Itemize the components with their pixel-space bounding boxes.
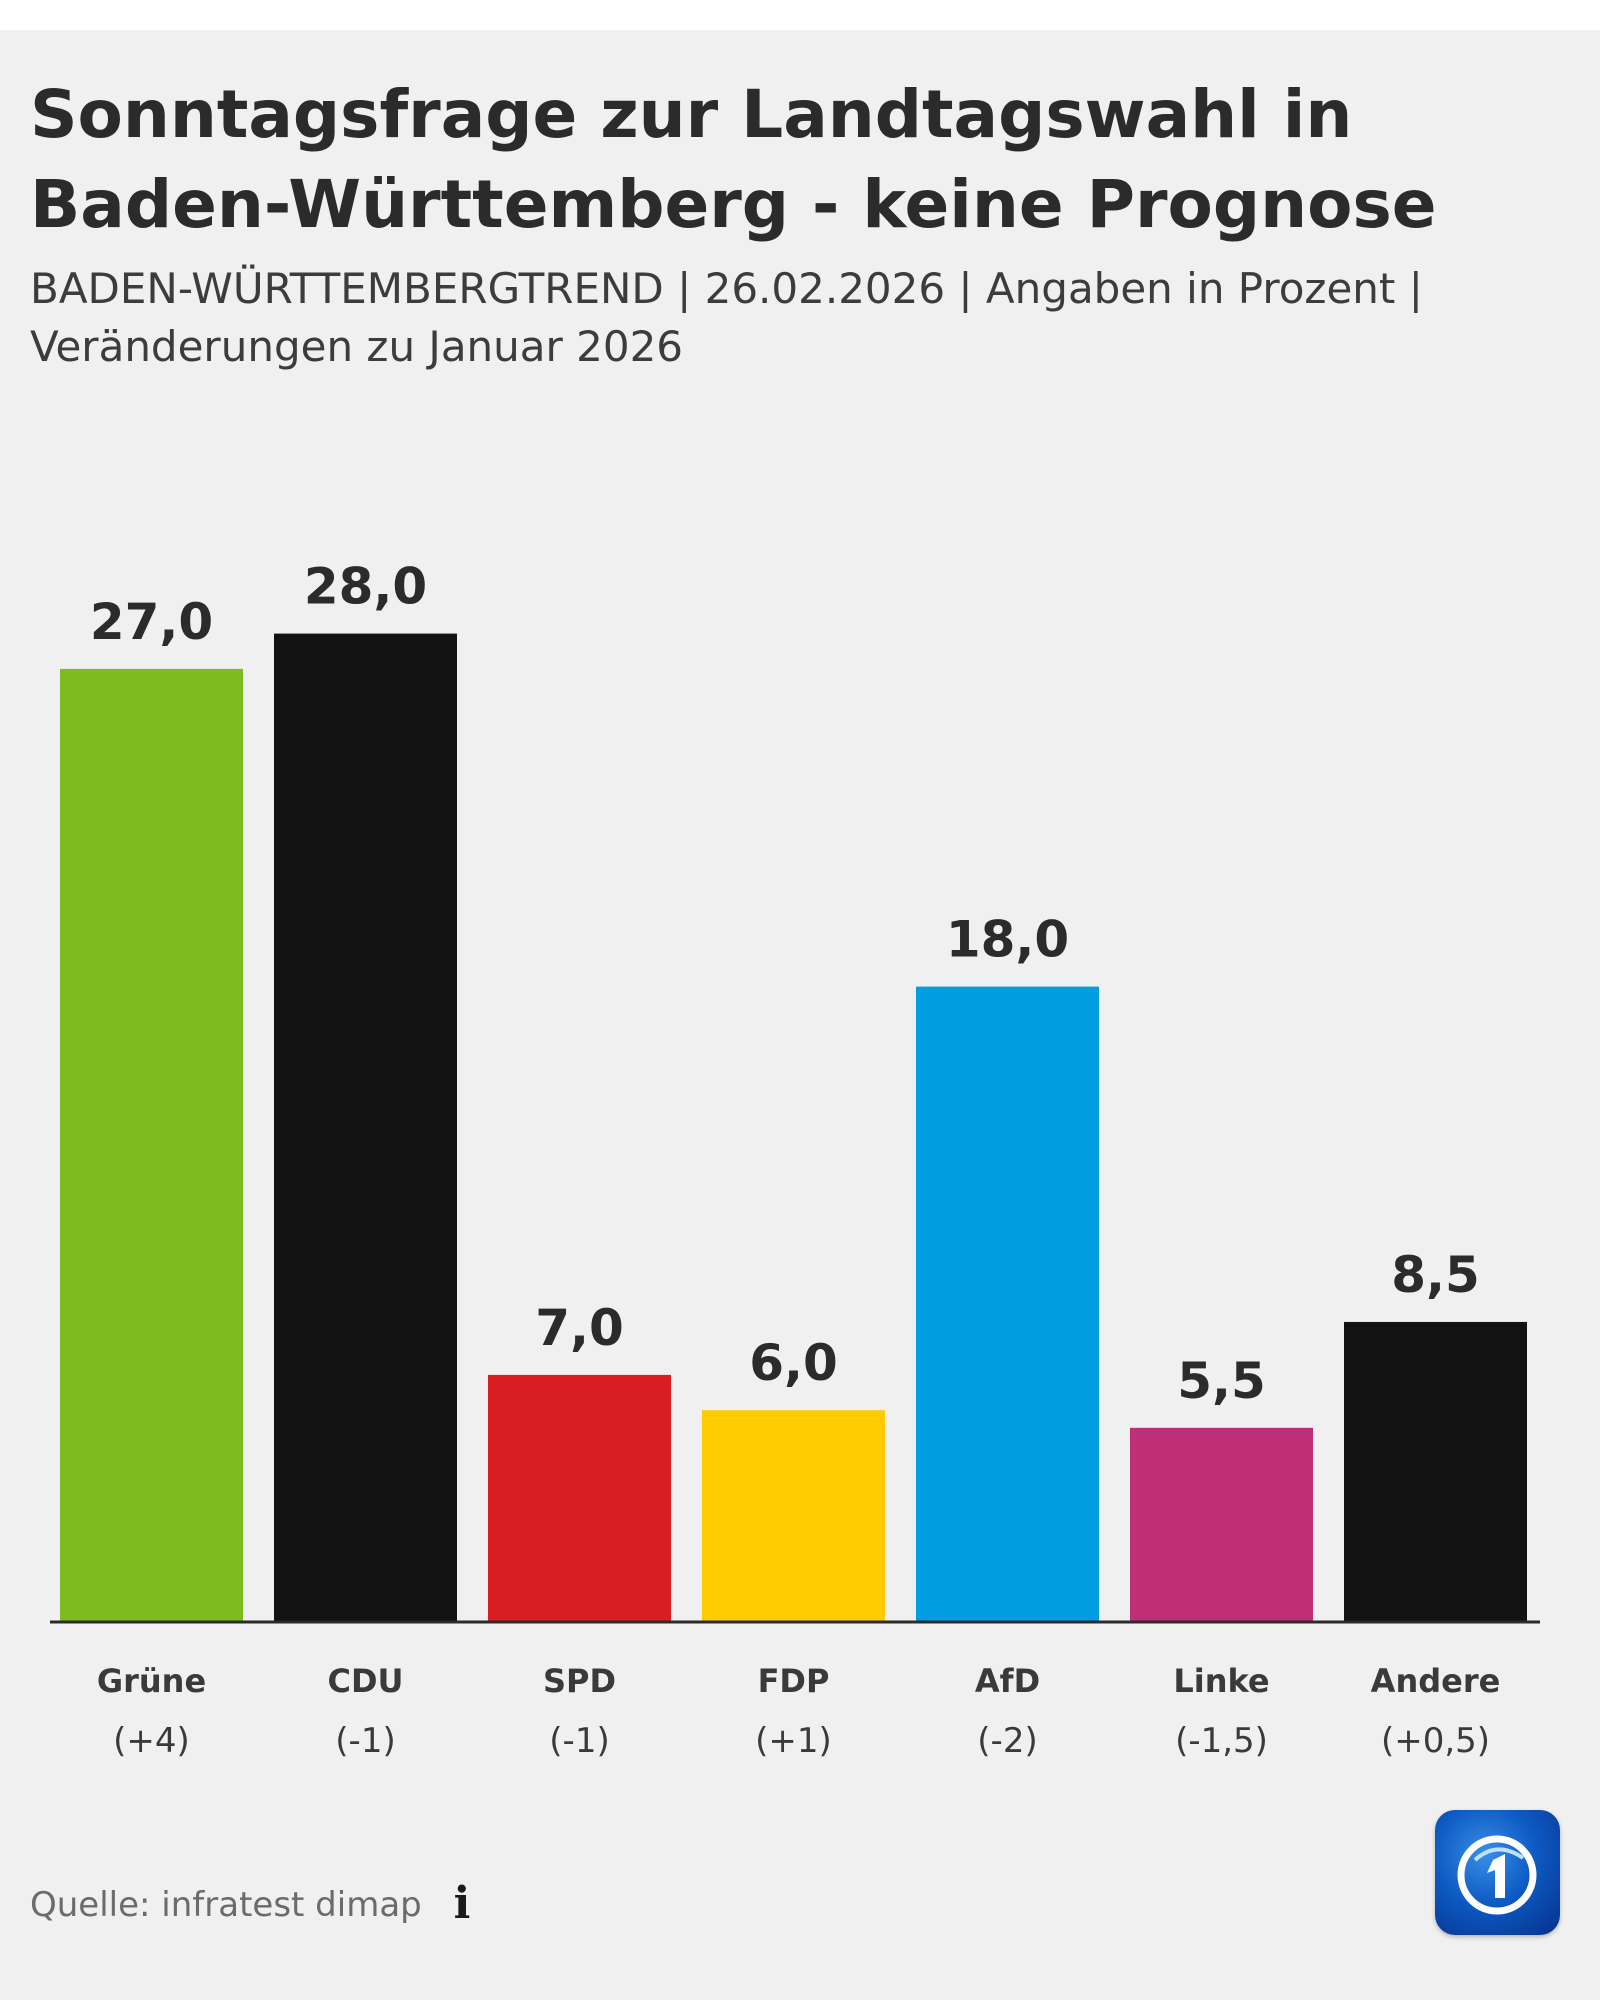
category-label-linke: Linke (1173, 1662, 1269, 1700)
bar-afd (916, 986, 1099, 1622)
info-icon[interactable]: i (453, 1878, 471, 1929)
bar-spd (488, 1374, 671, 1622)
change-label-fdp: (+1) (755, 1721, 832, 1761)
value-label-gr-ne: 27,0 (90, 593, 213, 651)
value-label-fdp: 6,0 (749, 1334, 838, 1392)
change-label-afd: (-2) (977, 1721, 1037, 1761)
value-label-andere: 8,5 (1391, 1246, 1480, 1304)
source-note: Quelle: infratest dimap (30, 1885, 422, 1925)
change-label-gr-ne: (+4) (113, 1721, 190, 1761)
bar-cdu (274, 633, 457, 1622)
chart-subtitle: BADEN-WÜRTTEMBERGTREND | 26.02.2026 | An… (30, 264, 1423, 371)
bar-linke (1130, 1427, 1313, 1622)
change-label-linke: (-1,5) (1175, 1721, 1268, 1761)
bars-group (60, 633, 1527, 1622)
value-label-cdu: 28,0 (304, 558, 427, 616)
category-label-gr-ne: Grüne (97, 1662, 206, 1700)
category-label-cdu: CDU (327, 1662, 403, 1700)
value-label-afd: 18,0 (946, 911, 1069, 969)
bar-chart: 27,0 Grüne (+4) 28,0 CDU (-1) 7,0 SPD (-1) 6,0 FDP… (50, 558, 1540, 1761)
change-label-spd: (-1) (549, 1721, 609, 1761)
category-label-andere: Andere (1371, 1662, 1501, 1700)
bar-andere (1344, 1321, 1527, 1622)
change-label-cdu: (-1) (335, 1721, 395, 1761)
chart-title: Sonntagsfrage zur Landtagswahl in Baden-… (30, 76, 1437, 243)
value-label-linke: 5,5 (1177, 1352, 1266, 1410)
category-label-fdp: FDP (758, 1662, 830, 1700)
value-label-spd: 7,0 (535, 1299, 624, 1357)
labels-group: 27,0 Grüne (+4) 28,0 CDU (-1) 7,0 SPD (-1) 6,0 FDP… (90, 558, 1501, 1761)
category-label-afd: AfD (975, 1662, 1040, 1700)
ard-logo-icon (1435, 1810, 1560, 1935)
change-label-andere: (+0,5) (1381, 1721, 1490, 1761)
bar-fdp (702, 1410, 885, 1622)
bar-gr-ne (60, 668, 243, 1622)
chart-card (0, 30, 1600, 2000)
category-label-spd: SPD (543, 1662, 616, 1700)
